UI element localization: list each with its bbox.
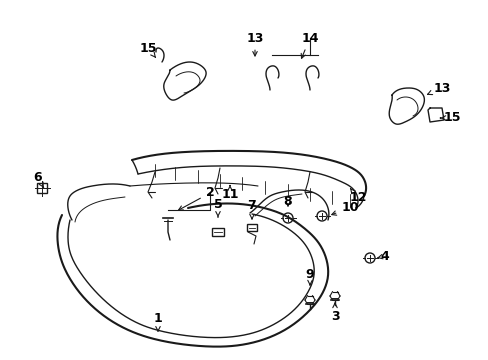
Text: 5: 5	[213, 198, 222, 217]
Text: 4: 4	[377, 249, 388, 262]
Bar	[37, 183, 47, 193]
Text: 3: 3	[330, 303, 339, 323]
Text: 1: 1	[153, 311, 162, 331]
Text: 14: 14	[301, 31, 318, 58]
Text: 6: 6	[34, 171, 43, 188]
Text: 9: 9	[305, 269, 314, 285]
Text: 2: 2	[178, 186, 214, 210]
Text: 15: 15	[139, 41, 157, 57]
Text: 11: 11	[221, 186, 238, 202]
Bar	[246, 225, 257, 231]
Text: 13: 13	[246, 31, 263, 56]
Text: 10: 10	[331, 202, 358, 215]
Text: 12: 12	[348, 189, 366, 204]
Text: 8: 8	[283, 195, 292, 208]
Bar	[212, 228, 224, 236]
Text: 7: 7	[247, 199, 256, 219]
Text: 13: 13	[427, 81, 450, 95]
Text: 15: 15	[440, 112, 460, 125]
